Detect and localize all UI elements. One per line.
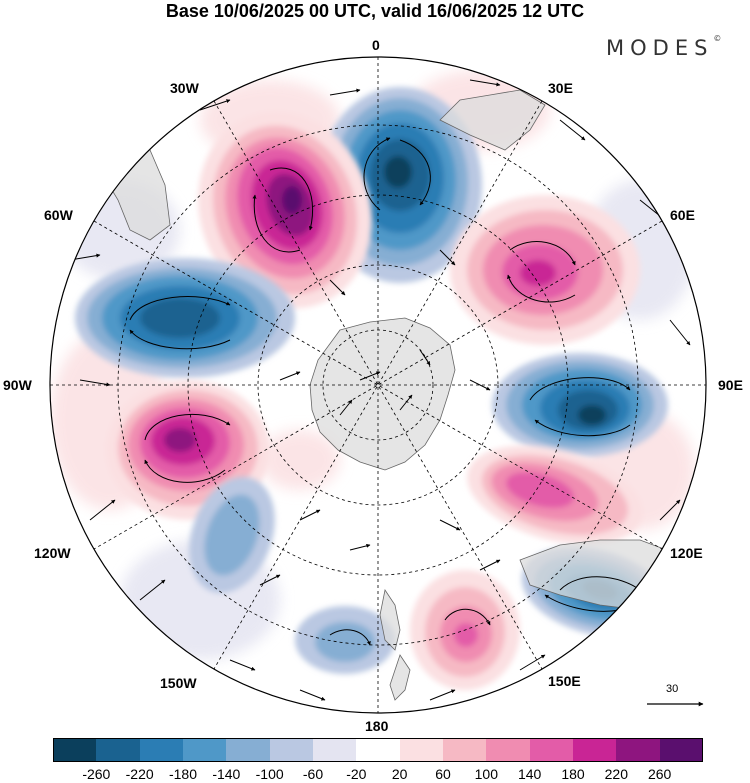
anomaly-center (189, 476, 275, 594)
lon-label-90w: 90W (3, 377, 32, 393)
lon-label-120e: 120E (670, 545, 703, 561)
anomaly-center (295, 606, 395, 674)
africa-coastline (439, 89, 546, 151)
colorbar-tick-label: 20 (391, 766, 408, 782)
reference-vector-label: 30 (666, 683, 679, 695)
colorbar-swatch (139, 738, 183, 762)
colorbar-tick-label: -60 (302, 766, 324, 782)
colorbar-swatch (312, 738, 357, 762)
lon-label-30w: 30W (170, 80, 199, 96)
colorbar-swatch (399, 738, 443, 762)
map-boundary (49, 56, 707, 714)
lon-label-60e: 60E (670, 207, 695, 223)
colorbar-swatch (53, 738, 97, 762)
colorbar-tick-label: 180 (561, 766, 585, 782)
colorbar-tick-label: 60 (435, 766, 451, 782)
anomaly-center (410, 570, 520, 690)
colorbar-tick-label: -220 (125, 766, 154, 782)
colorbar-swatch (356, 738, 400, 762)
lon-label-60w: 60W (44, 207, 73, 223)
colorbar-tick-label: 220 (604, 766, 629, 782)
colorbar-swatch (486, 738, 530, 762)
lon-label-30e: 30E (548, 80, 573, 96)
colorbar-tick-label: -180 (168, 766, 198, 782)
colorbar-tick-label: -100 (255, 766, 284, 782)
colorbar-swatch (529, 738, 573, 762)
colorbar-swatch (572, 738, 617, 762)
colorbar-tick-label: 260 (647, 766, 672, 782)
lon-label-120w: 120W (34, 545, 71, 561)
colorbar-swatch (442, 738, 487, 762)
lon-label-90e: 90E (718, 377, 743, 393)
colorbar-swatch (96, 738, 140, 762)
colorbar-swatch (616, 738, 660, 762)
colorbar-tick-label: -20 (346, 766, 367, 782)
colorbar-tick-label: 140 (517, 766, 542, 782)
anomaly-center (467, 445, 643, 545)
map-title: Base 10/06/2025 00 UTC, valid 16/06/2025… (165, 1, 585, 21)
anomaly-center (75, 258, 295, 378)
anomaly-center (492, 353, 668, 457)
lon-label-0: 0 (372, 37, 380, 53)
brand-logo: MODES© (606, 34, 722, 60)
anomaly-center (198, 111, 372, 309)
lon-label-150w: 150W (160, 675, 197, 691)
colorbar-frame (53, 738, 703, 762)
colorbar-tick-label: 100 (474, 766, 499, 782)
colorbar-swatch (182, 738, 227, 762)
colorbar-swatch (226, 738, 270, 762)
colorbar-swatch (269, 738, 313, 762)
new-zealand-coastline (379, 588, 401, 651)
colorbar-swatch (659, 738, 703, 762)
wind-vectors (69, 79, 691, 701)
colorbar (53, 738, 703, 762)
graticule (50, 57, 706, 713)
anomaly-center (106, 380, 270, 520)
lon-label-150e: 150E (548, 673, 581, 689)
antarctica-coastline (309, 317, 456, 471)
colorbar-tick-label: -140 (212, 766, 241, 782)
anomaly-field (50, 57, 706, 713)
lon-label-180: 180 (365, 718, 389, 734)
new-zealand-coastline (389, 654, 411, 701)
colorbar-tick-labels: -260 -220 -180 -140 -100 -60 -20 20 60 100 140 180 2… (0, 766, 750, 782)
colorbar-tick-label: -260 (82, 766, 111, 782)
